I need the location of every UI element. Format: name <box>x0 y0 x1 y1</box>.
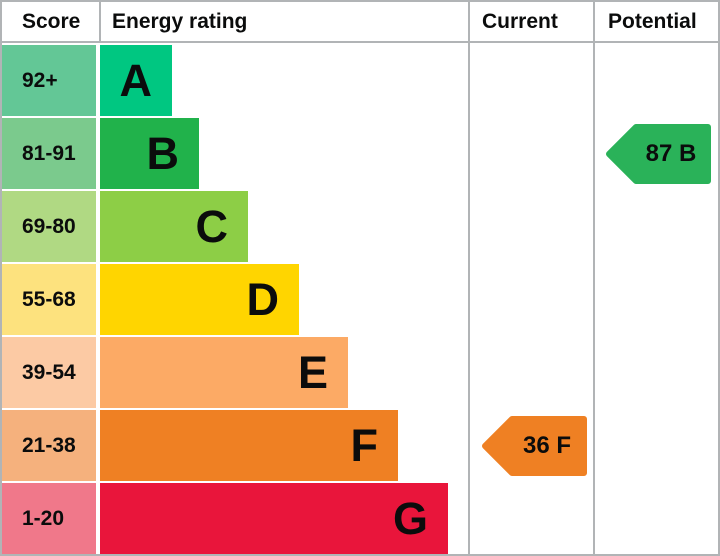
band-c-bar: C <box>100 191 248 262</box>
band-d-bar: D <box>100 264 299 335</box>
potential-rating-value: 87 B <box>645 139 697 167</box>
band-f-score: 21-38 <box>2 410 96 481</box>
current-column-divider <box>468 43 470 554</box>
current-arrow-icon <box>482 415 587 476</box>
band-f-bar: F <box>100 410 398 481</box>
band-b-bar: B <box>100 118 199 189</box>
chart-header: Score Energy rating Current Potential <box>2 2 718 43</box>
band-g-score: 1-20 <box>2 483 96 554</box>
header-current: Current <box>468 2 593 41</box>
band-row-b: 81-91 B <box>2 116 718 189</box>
current-rating-value: 36 F <box>522 431 572 459</box>
header-potential: Potential <box>593 2 718 41</box>
band-row-a: 92+ A <box>2 43 718 116</box>
current-rating-marker: 36 F <box>482 415 588 477</box>
header-score: Score <box>22 9 81 33</box>
band-b-score: 81-91 <box>2 118 96 189</box>
potential-rating-marker: 87 B <box>606 123 712 185</box>
band-d-score: 55-68 <box>2 264 96 335</box>
band-row-c: 69-80 C <box>2 189 718 262</box>
header-energy-rating: Energy rating <box>99 2 468 41</box>
band-e-score: 39-54 <box>2 337 96 408</box>
band-row-d: 55-68 D <box>2 262 718 335</box>
band-row-g: 1-20 G <box>2 481 718 554</box>
potential-column-divider <box>593 43 595 554</box>
band-a-score: 92+ <box>2 45 96 116</box>
band-e-bar: E <box>100 337 348 408</box>
band-c-score: 69-80 <box>2 191 96 262</box>
chart-body: 92+ A 81-91 B 69-80 C 55-68 D 39-54 E 21… <box>2 43 718 554</box>
band-row-e: 39-54 E <box>2 335 718 408</box>
band-a-bar: A <box>100 45 172 116</box>
potential-arrow-icon <box>606 123 711 184</box>
band-row-f: 21-38 F <box>2 408 718 481</box>
band-g-bar: G <box>100 483 448 554</box>
